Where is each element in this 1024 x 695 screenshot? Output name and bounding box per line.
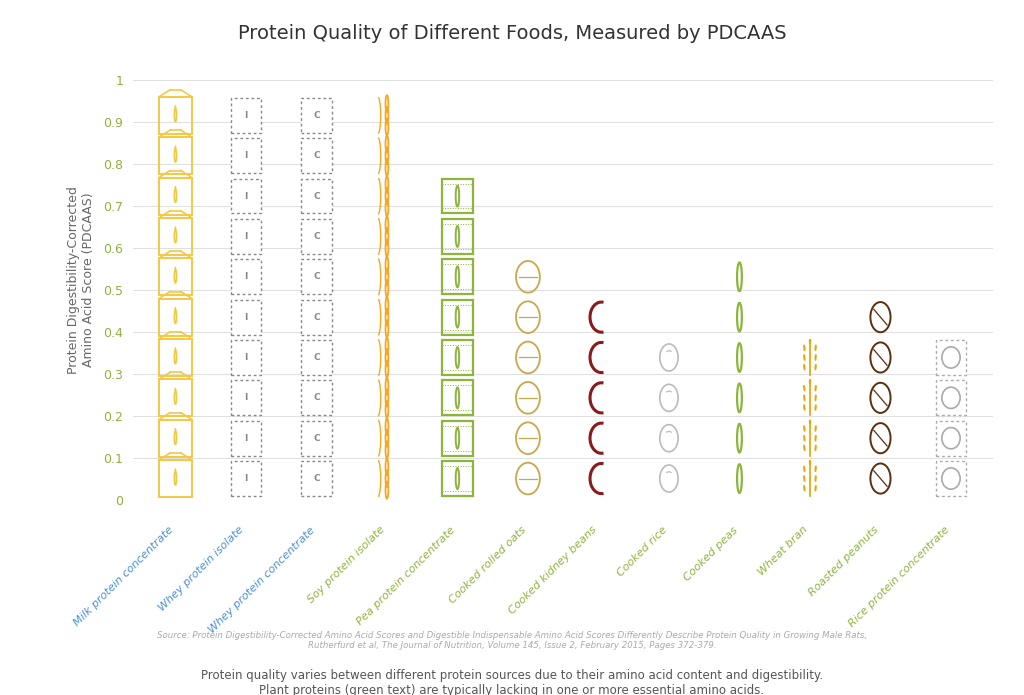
Text: C: C (313, 353, 319, 362)
Text: C: C (313, 232, 319, 241)
Text: Cooked rolled oats: Cooked rolled oats (447, 525, 528, 605)
Text: I: I (245, 353, 248, 362)
Text: I: I (245, 152, 248, 161)
Text: Wheat bran: Wheat bran (757, 525, 810, 578)
Text: I: I (245, 313, 248, 322)
FancyBboxPatch shape (301, 179, 332, 213)
FancyBboxPatch shape (230, 219, 261, 254)
Text: Soy protein isolate: Soy protein isolate (306, 525, 387, 605)
Text: I: I (245, 434, 248, 443)
Text: Whey protein concentrate: Whey protein concentrate (207, 525, 316, 635)
FancyBboxPatch shape (301, 420, 332, 456)
Text: C: C (313, 272, 319, 281)
Text: C: C (313, 313, 319, 322)
FancyBboxPatch shape (301, 138, 332, 173)
FancyBboxPatch shape (301, 259, 332, 294)
FancyBboxPatch shape (936, 340, 967, 375)
Text: Cooked kidney beans: Cooked kidney beans (507, 525, 598, 616)
Text: C: C (313, 192, 319, 201)
FancyBboxPatch shape (230, 420, 261, 456)
FancyBboxPatch shape (230, 380, 261, 415)
Text: I: I (245, 192, 248, 201)
Text: C: C (313, 152, 319, 161)
Text: I: I (245, 393, 248, 402)
Y-axis label: Protein Digestibility-Corrected
Amino Acid Score (PDCAAS): Protein Digestibility-Corrected Amino Ac… (67, 186, 95, 374)
FancyBboxPatch shape (936, 461, 967, 496)
FancyBboxPatch shape (230, 259, 261, 294)
FancyBboxPatch shape (301, 461, 332, 496)
FancyBboxPatch shape (301, 380, 332, 415)
FancyBboxPatch shape (230, 340, 261, 375)
Text: C: C (313, 474, 319, 483)
FancyBboxPatch shape (936, 380, 967, 415)
FancyBboxPatch shape (936, 420, 967, 456)
FancyBboxPatch shape (301, 340, 332, 375)
FancyBboxPatch shape (230, 179, 261, 213)
Text: Roasted peanuts: Roasted peanuts (807, 525, 881, 598)
Text: I: I (245, 232, 248, 241)
FancyBboxPatch shape (230, 138, 261, 173)
FancyBboxPatch shape (230, 98, 261, 133)
Text: I: I (245, 474, 248, 483)
FancyBboxPatch shape (301, 300, 332, 334)
Text: Cooked rice: Cooked rice (615, 525, 669, 578)
Text: I: I (245, 111, 248, 120)
Text: I: I (245, 272, 248, 281)
Text: Pea protein concentrate: Pea protein concentrate (355, 525, 458, 627)
Text: C: C (313, 393, 319, 402)
Text: Rice protein concentrate: Rice protein concentrate (847, 525, 951, 629)
FancyBboxPatch shape (301, 219, 332, 254)
Text: Cooked peas: Cooked peas (682, 525, 739, 582)
FancyBboxPatch shape (230, 300, 261, 334)
Text: Whey protein isolate: Whey protein isolate (158, 525, 246, 613)
Text: C: C (313, 111, 319, 120)
FancyBboxPatch shape (230, 461, 261, 496)
Text: C: C (313, 434, 319, 443)
Text: Protein Quality of Different Foods, Measured by PDCAAS: Protein Quality of Different Foods, Meas… (238, 24, 786, 43)
Text: Source: Protein Digestibility-Corrected Amino Acid Scores and Digestible Indispe: Source: Protein Digestibility-Corrected … (157, 631, 867, 651)
FancyBboxPatch shape (301, 98, 332, 133)
Text: Milk protein concentrate: Milk protein concentrate (72, 525, 175, 628)
Text: Protein quality varies between different protein sources due to their amino acid: Protein quality varies between different… (201, 669, 823, 695)
